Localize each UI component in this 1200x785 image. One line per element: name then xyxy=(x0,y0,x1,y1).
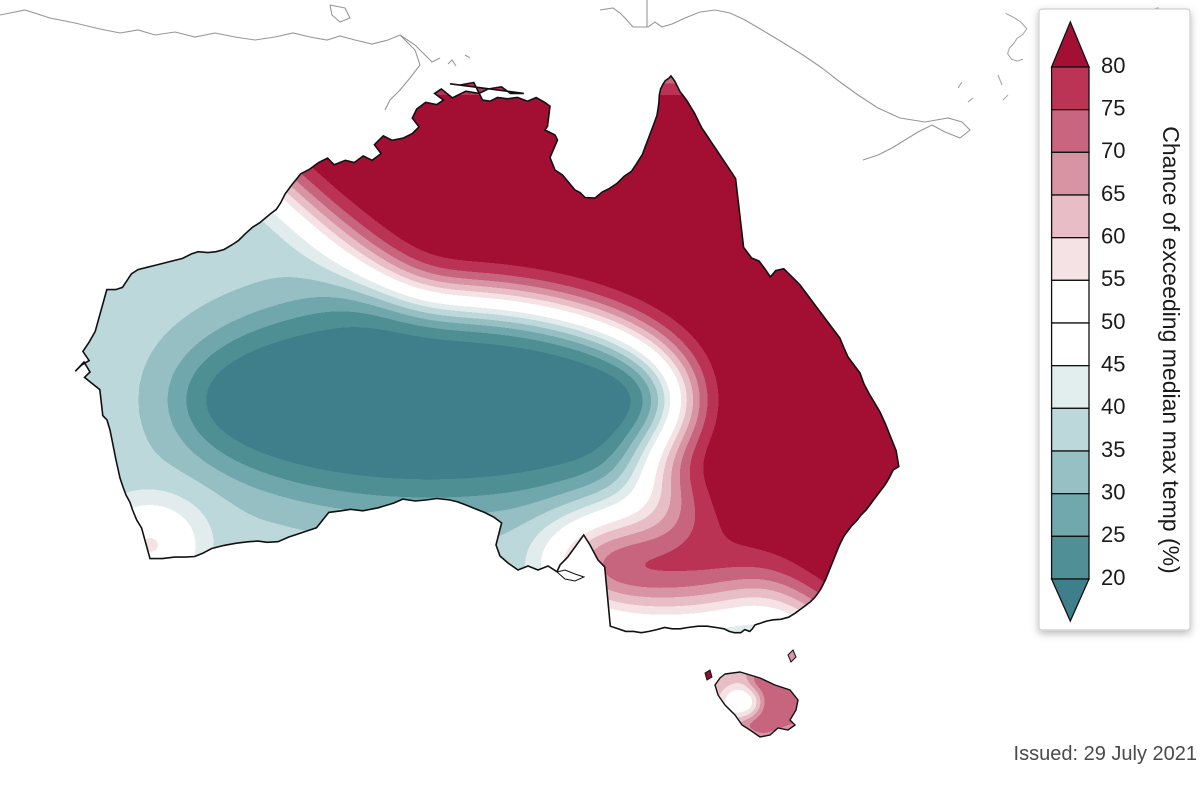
svg-text:Chance of exceeding median max: Chance of exceeding median max temp (%) xyxy=(1158,126,1184,573)
svg-text:Issued: 29 July 2021: Issued: 29 July 2021 xyxy=(1014,743,1197,765)
svg-text:70: 70 xyxy=(1101,138,1125,163)
svg-text:45: 45 xyxy=(1101,352,1125,377)
svg-text:80: 80 xyxy=(1101,53,1125,78)
svg-text:55: 55 xyxy=(1101,266,1125,291)
svg-text:40: 40 xyxy=(1101,394,1125,419)
svg-text:25: 25 xyxy=(1101,522,1125,547)
svg-text:30: 30 xyxy=(1101,480,1125,505)
svg-text:75: 75 xyxy=(1101,96,1125,121)
svg-text:65: 65 xyxy=(1101,181,1125,206)
svg-text:35: 35 xyxy=(1101,437,1125,462)
svg-text:20: 20 xyxy=(1101,565,1125,590)
svg-text:60: 60 xyxy=(1101,224,1125,249)
svg-text:50: 50 xyxy=(1101,309,1125,334)
